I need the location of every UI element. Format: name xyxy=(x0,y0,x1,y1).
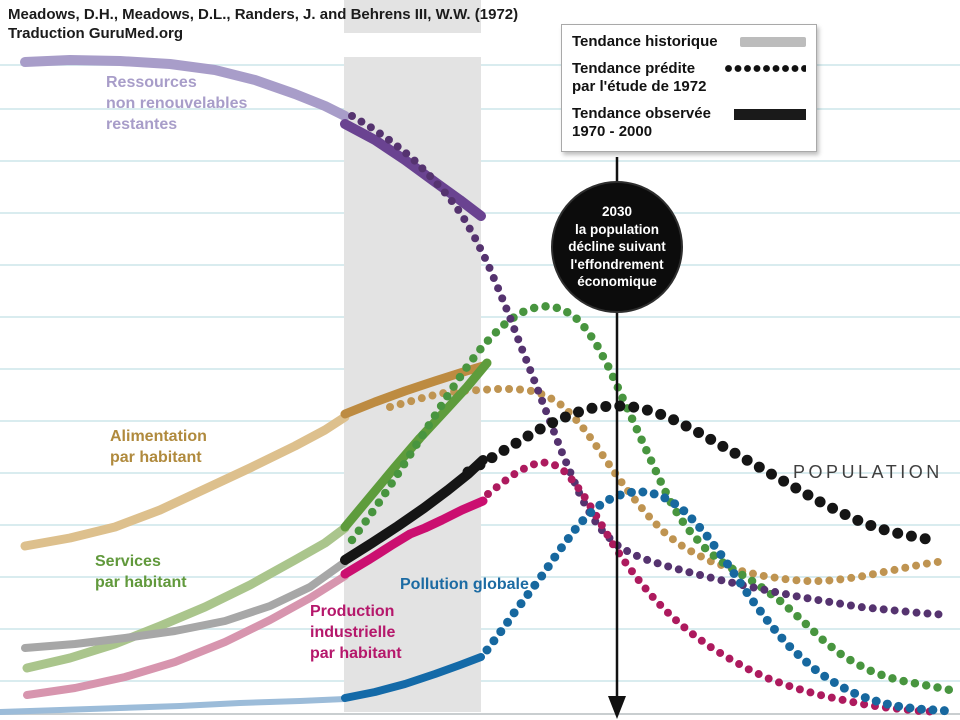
legend-item-predicted: Tendance prédite par l'étude de 1972 xyxy=(572,60,806,96)
resources-curve-label: Ressources non renouvelables restantes xyxy=(106,74,248,133)
annotation-line: la population xyxy=(575,221,659,237)
annotation-line: économique xyxy=(577,274,657,290)
legend-item-historic: Tendance historique xyxy=(572,33,806,51)
dotted-line-swatch-icon xyxy=(724,64,806,73)
legend-item-observed: Tendance observée 1970 - 2000 xyxy=(572,105,806,141)
food-curve-label: Alimentation par habitant xyxy=(110,428,207,466)
population-curve-label: POPULATION xyxy=(793,462,943,482)
annotation-line: l'effondrement xyxy=(570,256,664,272)
annotation-line: 2030 xyxy=(601,204,633,220)
legend-label-predicted: Tendance prédite par l'étude de 1972 xyxy=(572,60,707,95)
chart-source-title: Meadows, D.H., Meadows, D.L., Randers, J… xyxy=(8,6,519,42)
observed-line-swatch-icon xyxy=(734,109,806,120)
legend-label-historic: Tendance historique xyxy=(572,33,718,50)
services-curve-label: Services par habitant xyxy=(95,553,187,591)
annotation-line: décline suivant xyxy=(568,239,666,255)
legend: Tendance historique Tendance prédite par… xyxy=(561,24,817,152)
pollution-curve-label: Pollution globale xyxy=(400,576,529,593)
industry-curve-label: Production industrielle par habitant xyxy=(310,603,402,662)
historic-line-swatch-icon xyxy=(740,37,806,47)
legend-label-observed: Tendance observée 1970 - 2000 xyxy=(572,105,711,140)
collapse-annotation-bubble: 2030 la population décline suivant l'eff… xyxy=(551,181,683,313)
